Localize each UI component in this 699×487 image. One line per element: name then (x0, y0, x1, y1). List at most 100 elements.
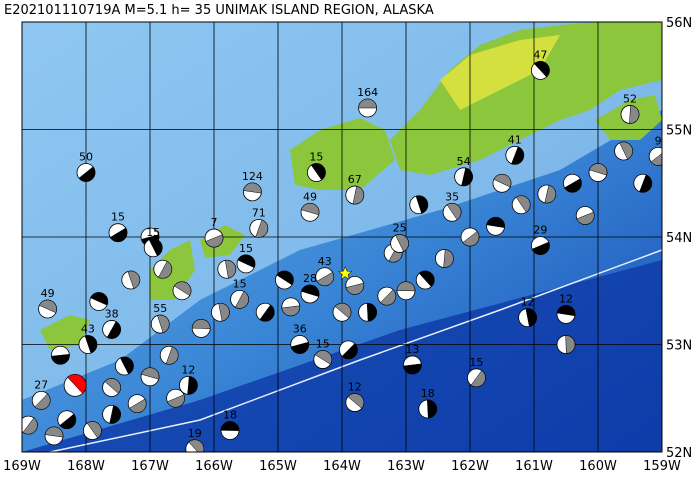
ball-compression (22, 417, 38, 435)
beachball (442, 202, 462, 222)
beachball (531, 236, 550, 256)
ball-compression (174, 281, 192, 296)
beachball (563, 173, 582, 193)
beachball (172, 281, 192, 301)
ball-compression (619, 141, 633, 160)
beachball (614, 141, 633, 161)
lon-label: 164W (323, 459, 361, 474)
beachball (140, 367, 160, 387)
lat-label: 54N (666, 231, 692, 246)
depth-label: 43 (81, 323, 95, 336)
beachball (531, 60, 550, 80)
beachball (338, 340, 358, 360)
beachball (38, 299, 57, 319)
depth-label: 15 (239, 242, 253, 255)
depth-label: 18 (223, 409, 237, 422)
ball-compression (276, 270, 294, 286)
map-body: 1644752501241567154915712949431536151215… (22, 22, 662, 452)
ball-compression (237, 254, 256, 269)
beachball (409, 195, 429, 215)
beachball (575, 206, 595, 225)
depth-label: 25 (393, 221, 407, 234)
ball-compression (34, 393, 51, 410)
ball-compression (316, 271, 334, 286)
ball-compression (427, 399, 437, 419)
ball-compression (119, 356, 134, 375)
lon-label: 159W (643, 459, 681, 474)
ball-compression (531, 241, 550, 255)
ball-compression (188, 439, 204, 452)
beachball (191, 318, 211, 338)
beachball (121, 270, 141, 290)
ball-compression (243, 182, 262, 194)
depth-label: 29 (533, 224, 547, 237)
beachball (313, 350, 333, 369)
beachball (204, 228, 224, 248)
depth-label: 15 (316, 338, 330, 351)
ball-compression (301, 284, 320, 297)
depth-label: 12 (181, 363, 195, 376)
beachball (76, 163, 96, 182)
ball-compression (358, 98, 377, 109)
beachball (377, 286, 397, 306)
depth-label: 35 (445, 190, 459, 203)
depth-label: 15 (309, 151, 323, 164)
beachball (274, 270, 294, 290)
lon-label: 161W (515, 459, 553, 474)
beachball (518, 308, 537, 328)
lon-label: 162W (451, 459, 489, 474)
trench (46, 249, 662, 452)
beachball (345, 185, 365, 205)
ball-compression (396, 281, 416, 292)
lon-label: 165W (259, 459, 297, 474)
ball-compression (191, 319, 211, 329)
beachball (63, 373, 87, 397)
beachball (249, 218, 269, 238)
lon-label: 167W (131, 459, 169, 474)
beachball (402, 355, 422, 375)
ball-compression (470, 370, 486, 387)
beachball (315, 267, 335, 287)
ball-compression (589, 163, 608, 176)
ball-compression (415, 195, 429, 214)
lon-label: 168W (67, 459, 105, 474)
depth-label: 7 (211, 216, 218, 229)
beachball (89, 292, 109, 311)
ball-compression (556, 305, 576, 317)
beachball (102, 378, 121, 397)
beachball (242, 182, 262, 202)
ball-compression (165, 346, 179, 365)
beachball (332, 302, 352, 322)
ball-compression (220, 421, 240, 431)
frame (21, 21, 663, 453)
ball-compression (90, 292, 109, 306)
depth-label: 47 (533, 48, 547, 61)
beachball (115, 356, 134, 376)
depth-label: 15 (146, 226, 160, 239)
ball-compression (314, 350, 332, 365)
ball-compression (78, 166, 96, 182)
beachball (396, 281, 416, 301)
beachball (345, 393, 365, 412)
beachball (300, 284, 320, 304)
beachball (290, 335, 310, 354)
alaska-peninsula (390, 22, 662, 175)
ball-compression (334, 303, 352, 319)
ball-compression (533, 61, 550, 78)
title: E202101110719A M=5.1 h= 35 UNIMAK ISLAND… (4, 3, 434, 18)
ball-compression (224, 260, 236, 279)
ball-compression (109, 405, 121, 424)
ball-compression (515, 195, 531, 213)
ball-compression (403, 363, 422, 375)
beachball (492, 173, 512, 193)
lon-label: 166W (195, 459, 233, 474)
ball-compression (511, 146, 524, 165)
depth-label: 28 (303, 272, 317, 285)
ball-compression (127, 270, 141, 289)
beachball (306, 163, 326, 182)
beachball (556, 335, 576, 354)
depth-label: 49 (303, 190, 317, 203)
ball-compression (187, 376, 198, 395)
ball-compression (281, 305, 300, 317)
